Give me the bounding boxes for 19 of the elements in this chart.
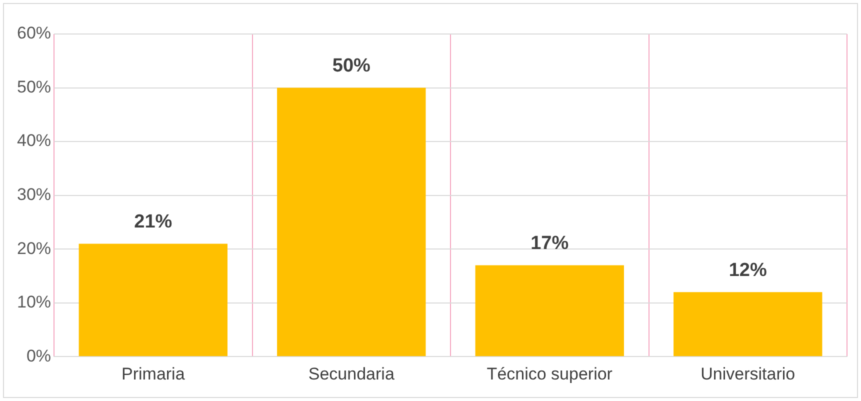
x-tick-label: Técnico superior [486, 364, 613, 384]
data-label: 21% [134, 211, 172, 232]
y-tick-label: 50% [16, 77, 52, 96]
y-tick-label: 0% [26, 346, 52, 366]
bar [277, 88, 426, 356]
y-tick-label: 40% [16, 131, 52, 150]
data-label: 17% [530, 232, 569, 254]
y-tick-label: 20% [16, 238, 52, 258]
y-tick-label: 10% [16, 292, 52, 312]
y-tick-label: 60% [16, 24, 52, 43]
x-tick-label: Primaria [122, 364, 186, 384]
data-label: 50% [332, 56, 371, 76]
y-tick-label: 30% [16, 184, 52, 204]
x-tick-label: Secundaria [308, 364, 395, 384]
bar [674, 292, 822, 356]
bar [78, 244, 228, 356]
bar [475, 265, 624, 356]
data-label: 12% [728, 260, 767, 281]
x-tick-label: Universitario [700, 364, 796, 384]
